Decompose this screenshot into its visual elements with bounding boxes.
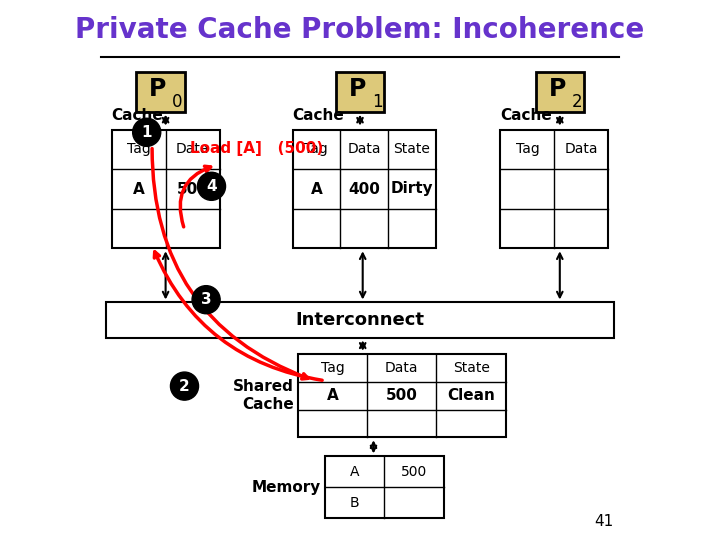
Bar [298, 354, 505, 437]
Bar [112, 130, 220, 248]
Text: Data: Data [564, 143, 598, 157]
Circle shape [192, 286, 220, 314]
Text: A: A [132, 181, 145, 197]
Text: Clean: Clean [447, 388, 495, 403]
Bar [325, 456, 444, 518]
FancyBboxPatch shape [536, 71, 584, 112]
Text: Cache: Cache [112, 108, 163, 123]
Bar [107, 302, 613, 338]
Text: 1: 1 [141, 125, 152, 140]
Text: Tag: Tag [305, 143, 328, 157]
Text: Load [A]   (500): Load [A] (500) [190, 141, 323, 156]
Text: Memory: Memory [251, 480, 320, 495]
Bar [500, 130, 608, 248]
FancyBboxPatch shape [136, 71, 184, 112]
Bar [292, 130, 436, 248]
Text: 400: 400 [348, 181, 380, 197]
Text: 1: 1 [372, 92, 382, 111]
Text: Tag: Tag [516, 143, 539, 157]
Text: P: P [549, 77, 566, 101]
Text: 500: 500 [386, 388, 418, 403]
Text: 500: 500 [176, 181, 209, 197]
Text: Interconnect: Interconnect [295, 311, 425, 329]
Text: Tag: Tag [127, 143, 150, 157]
Text: State: State [393, 143, 430, 157]
Text: A: A [350, 465, 359, 479]
Text: Shared
Cache: Shared Cache [233, 379, 294, 411]
Text: 41: 41 [595, 514, 613, 529]
Text: Tag: Tag [320, 361, 344, 375]
Text: Data: Data [347, 143, 381, 157]
Text: 500: 500 [401, 465, 427, 479]
Circle shape [132, 118, 161, 146]
Text: 2: 2 [179, 379, 190, 394]
Text: Data: Data [385, 361, 418, 375]
FancyBboxPatch shape [336, 71, 384, 112]
Text: 2: 2 [572, 92, 582, 111]
Text: State: State [453, 361, 490, 375]
Text: Cache: Cache [292, 108, 344, 123]
Text: B: B [350, 496, 359, 510]
Text: P: P [348, 77, 366, 101]
Text: A: A [327, 388, 338, 403]
Text: 3: 3 [201, 292, 212, 307]
Text: Dirty: Dirty [390, 181, 433, 197]
Circle shape [197, 172, 225, 200]
Text: Data: Data [176, 143, 210, 157]
Text: 0: 0 [172, 92, 183, 111]
Text: Private Cache Problem: Incoherence: Private Cache Problem: Incoherence [76, 16, 644, 44]
Text: Cache: Cache [500, 108, 552, 123]
Circle shape [171, 372, 199, 400]
Text: 4: 4 [206, 179, 217, 194]
Text: P: P [149, 77, 166, 101]
Text: A: A [310, 181, 323, 197]
